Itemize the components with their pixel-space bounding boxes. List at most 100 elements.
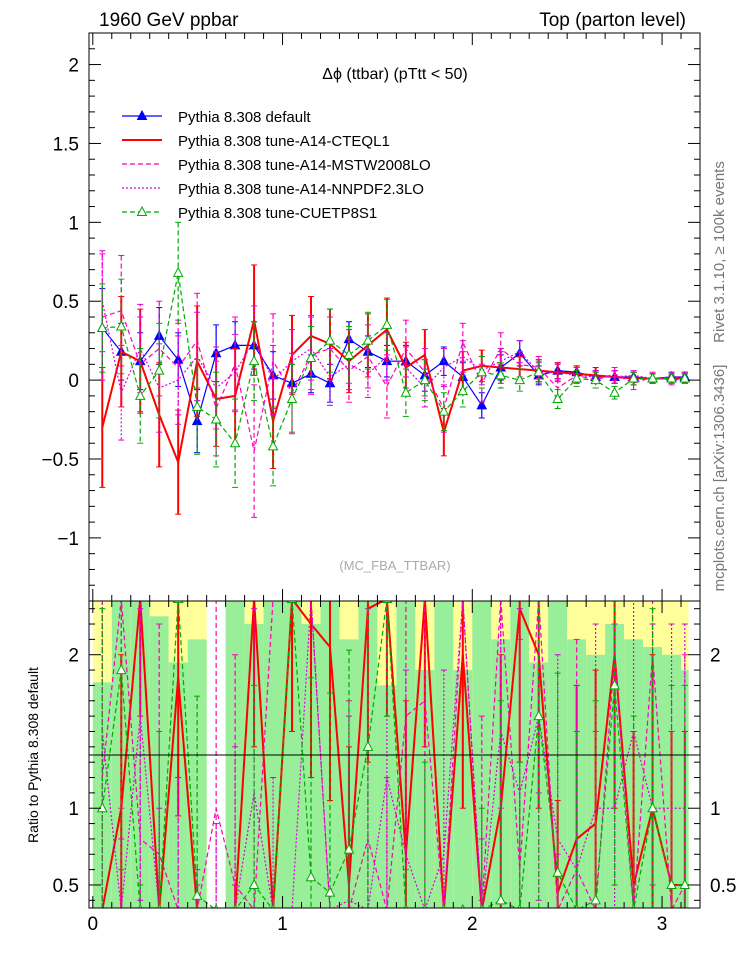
data-point-marker — [552, 866, 564, 877]
legend-marker — [136, 109, 148, 120]
data-point-marker — [533, 710, 545, 721]
data-point-marker — [590, 894, 601, 905]
data-point-marker — [96, 802, 108, 813]
y-tick-label-right: 2 — [710, 646, 721, 667]
data-point-marker — [679, 878, 691, 889]
data-point-marker — [631, 903, 636, 908]
y-tick-label: 0 — [68, 371, 79, 392]
main-axis-ticks — [89, 32, 701, 601]
x-tick-label: 0 — [88, 914, 99, 935]
legend-entry-label: Pythia 8.308 tune-CUETP8S1 — [178, 205, 377, 222]
data-point-marker — [381, 318, 393, 329]
legend-marker — [136, 205, 148, 216]
data-point-marker — [362, 740, 374, 751]
ratio-y-tick-labels: 0.5 0.5 1 1 2 2 — [53, 646, 737, 897]
legend: Pythia 8.308 default Pythia 8.308 tune-A1… — [122, 109, 431, 222]
y-tick-label: 1 — [68, 213, 79, 234]
ratio-y-axis-label: Ratio to Pythia 8.308 default — [25, 667, 41, 843]
data-point-marker — [172, 266, 184, 277]
data-point-marker — [495, 369, 507, 380]
data-point-marker — [157, 903, 162, 908]
data-point-marker — [270, 903, 276, 908]
data-point-marker — [590, 374, 601, 385]
data-point-marker — [571, 372, 582, 383]
data-point-marker — [647, 802, 658, 813]
y-tick-label: 2 — [68, 56, 79, 77]
legend-entry-label: Pythia 8.308 tune-A14-MSTW2008LO — [178, 157, 431, 174]
data-point-marker — [191, 400, 203, 411]
data-point-marker — [628, 372, 639, 383]
y-tick-label: −0.5 — [41, 450, 79, 471]
data-point-marker — [609, 679, 620, 690]
data-point-marker — [248, 878, 260, 889]
x-tick-label: 1 — [277, 914, 288, 935]
y-tick-label: 1.5 — [53, 134, 79, 155]
data-point-marker — [343, 843, 355, 854]
data-point-marker — [495, 894, 507, 905]
x-tick-label: 2 — [467, 914, 478, 935]
x-tick-labels: 0 1 2 3 — [88, 914, 668, 935]
data-point-marker — [460, 903, 465, 908]
data-point-marker — [96, 321, 108, 333]
main-series-layer — [96, 221, 691, 518]
analysis-watermark: (MC_FBA_TTBAR) — [339, 558, 450, 573]
data-point-marker — [267, 440, 279, 451]
rivet-label: Rivet 3.1.10, ≥ 100k events — [711, 161, 728, 343]
data-point-marker — [403, 903, 409, 908]
y-tick-label-right: 1 — [710, 799, 721, 820]
y-tick-label: 0.5 — [53, 292, 79, 313]
data-point-marker — [419, 374, 431, 385]
legend-entry-label: Pythia 8.308 default — [178, 109, 311, 126]
header-right: Top (parton level) — [539, 10, 686, 31]
data-point-marker — [457, 385, 469, 396]
data-point-marker — [305, 871, 317, 882]
series-line — [102, 272, 685, 449]
y-tick-label: 2 — [68, 646, 79, 667]
header-left: 1960 GeV ppbar — [99, 10, 239, 31]
data-point-marker — [679, 372, 691, 383]
data-point-marker — [324, 886, 336, 897]
data-point-marker — [438, 405, 450, 416]
data-point-marker — [324, 334, 336, 345]
data-point-marker — [305, 351, 317, 363]
data-point-marker — [476, 366, 488, 377]
data-point-marker — [476, 399, 488, 410]
data-point-marker — [362, 334, 374, 345]
data-point-marker — [422, 903, 428, 908]
data-point-marker — [517, 903, 522, 908]
data-point-marker — [210, 413, 222, 424]
data-point-marker — [552, 392, 564, 404]
data-point-marker — [153, 364, 165, 375]
main-y-tick-labels: −1 −0.5 0 0.5 1 1.5 2 — [41, 56, 79, 550]
data-point-marker — [574, 903, 579, 908]
series-line — [101, 601, 685, 908]
data-point-marker — [229, 437, 241, 448]
data-point-marker — [115, 320, 127, 331]
main-title: Δϕ (ttbar) (pTtt < 50) — [322, 66, 467, 83]
data-point-marker — [609, 386, 620, 397]
data-point-marker — [514, 374, 526, 385]
data-point-marker — [343, 348, 355, 359]
y-tick-label: 1 — [68, 799, 79, 820]
data-point-marker — [400, 386, 412, 397]
data-point-marker — [286, 392, 298, 404]
data-point-marker — [666, 878, 677, 889]
data-point-marker — [647, 372, 658, 383]
x-tick-label: 3 — [657, 914, 668, 935]
mcplots-label: mcplots.cern.ch [arXiv:1306.3436] — [711, 365, 728, 592]
data-point-marker — [533, 366, 545, 377]
ratio-series-layer — [96, 601, 691, 908]
data-point-marker — [115, 664, 127, 675]
data-point-marker — [138, 903, 143, 908]
legend-entry-label: Pythia 8.308 tune-A14-NNPDF2.3LO — [178, 181, 424, 198]
y-tick-label: −1 — [57, 529, 79, 550]
data-point-marker — [441, 903, 446, 908]
series-line — [101, 601, 686, 908]
data-point-marker — [666, 372, 677, 383]
y-tick-label-right: 0.5 — [710, 876, 736, 897]
data-point-marker — [232, 903, 238, 908]
legend-entry-label: Pythia 8.308 tune-A14-CTEQL1 — [178, 133, 390, 150]
data-point-marker — [479, 903, 484, 908]
ratio-panel-frame — [88, 600, 701, 909]
